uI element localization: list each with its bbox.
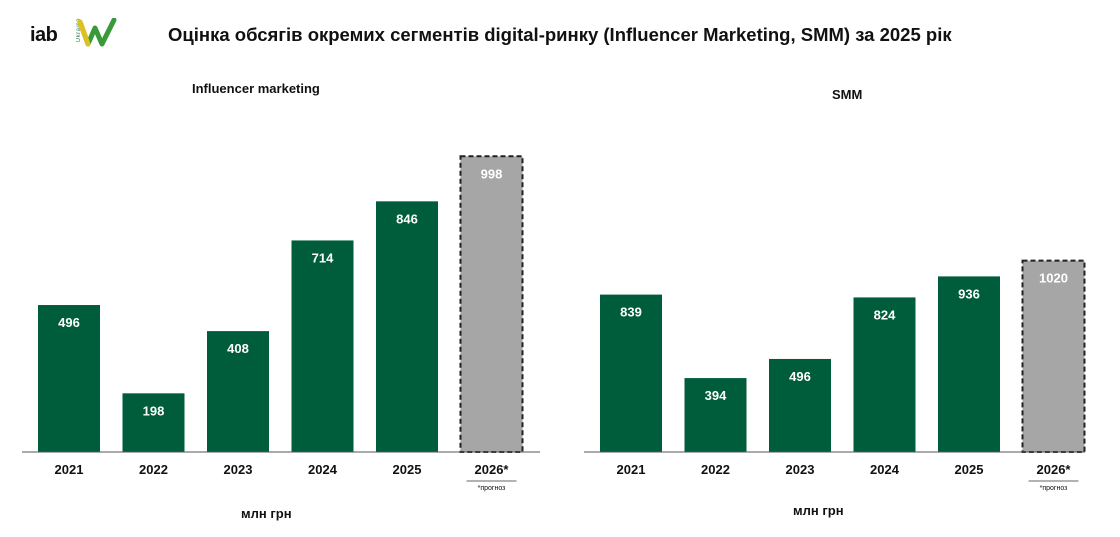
bar-value-label: 394 — [705, 388, 727, 403]
logo: iab Ukraine — [26, 14, 126, 54]
bar — [122, 393, 185, 452]
bar-value-label: 408 — [227, 341, 249, 356]
bar — [376, 201, 438, 452]
x-tick-label: 2021 — [55, 462, 84, 477]
bar — [38, 305, 100, 452]
bar — [207, 331, 269, 452]
x-tick-label: 2023 — [786, 462, 815, 477]
x-tick-label: 2025 — [393, 462, 422, 477]
bar-value-label: 198 — [143, 403, 165, 418]
bar-value-label: 936 — [958, 286, 980, 301]
bar-value-label: 496 — [789, 369, 811, 384]
bar — [769, 358, 831, 452]
x-tick-label: 2025 — [955, 462, 984, 477]
forecast-footnote: *прогноз — [478, 485, 506, 492]
bar — [938, 276, 1000, 452]
bar-value-label: 714 — [312, 250, 334, 265]
x-tick-label: 2026* — [1037, 462, 1072, 477]
w-logo-icon — [78, 18, 117, 47]
x-tick-label: 2024 — [870, 462, 900, 477]
forecast-footnote: *прогноз — [1040, 485, 1068, 492]
bar — [853, 297, 916, 452]
x-tick-label: 2024 — [308, 462, 338, 477]
unit-label-influencer: млн грн — [241, 506, 292, 521]
chart-title-smm: SMM — [832, 87, 863, 102]
bar-value-label: 496 — [58, 315, 80, 330]
bar-value-label: 839 — [620, 305, 642, 320]
x-tick-label: 2021 — [617, 462, 646, 477]
chart-influencer: 496 2021 198 2022 408 2023 714 2024 846 2025 998 20… — [22, 155, 540, 492]
x-tick-label: 2023 — [224, 462, 253, 477]
x-tick-label: 2022 — [701, 462, 730, 477]
forecast-bar — [1021, 259, 1086, 454]
bar-value-label: 1020 — [1039, 271, 1068, 286]
bar-value-label: 824 — [874, 307, 896, 322]
unit-label-smm: млн грн — [793, 503, 844, 518]
bar — [684, 378, 747, 452]
bar-value-label: 998 — [481, 166, 503, 181]
iab-logo-text: iab — [30, 24, 58, 46]
bar-value-label: 846 — [396, 211, 418, 226]
x-tick-label: 2026* — [475, 462, 510, 477]
bar — [600, 294, 662, 452]
forecast-bar — [459, 155, 524, 453]
bar — [291, 240, 354, 452]
chart-title-influencer: Influencer marketing — [192, 81, 320, 96]
page-title: Оцінка обсягів окремих сегментів digital… — [168, 24, 952, 45]
x-tick-label: 2022 — [139, 462, 168, 477]
